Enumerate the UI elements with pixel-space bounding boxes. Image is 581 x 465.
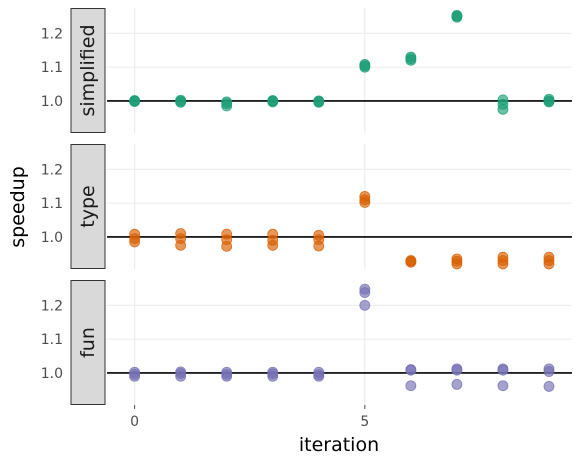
data-point xyxy=(359,60,371,72)
data-point xyxy=(543,381,555,392)
data-point xyxy=(129,95,141,106)
data-point xyxy=(313,240,325,252)
x-tick-label: 5 xyxy=(360,414,369,430)
data-point xyxy=(313,369,325,380)
facet-label: simplified xyxy=(77,24,99,116)
data-point xyxy=(221,368,233,380)
y-tick-label: 1.0 xyxy=(41,366,63,382)
facet-strip xyxy=(70,280,106,405)
facet-label: type xyxy=(77,185,99,227)
data-point xyxy=(175,95,187,107)
panel-type: 1.0 1.1 1.2 type xyxy=(41,144,572,270)
data-point xyxy=(267,95,279,106)
data-point xyxy=(497,98,509,110)
y-tick-label: 1.1 xyxy=(41,60,63,76)
data-point xyxy=(129,368,141,380)
y-tick-label: 1.2 xyxy=(41,162,63,178)
y-axis-title: speedup xyxy=(7,166,29,248)
data-point xyxy=(359,287,371,298)
data-point xyxy=(267,368,279,380)
data-point xyxy=(313,95,325,107)
data-point xyxy=(221,98,233,110)
data-point xyxy=(175,239,187,251)
y-tick-label: 1.1 xyxy=(41,332,63,348)
data-point xyxy=(405,380,417,392)
data-point xyxy=(497,364,509,376)
data-point xyxy=(543,366,555,377)
data-point xyxy=(405,255,417,267)
data-point xyxy=(267,239,279,251)
y-tick-label: 1.0 xyxy=(41,230,63,246)
y-tick-label: 1.2 xyxy=(41,298,63,314)
panel-simplified: 1.0 1.1 1.2 simplified xyxy=(41,8,572,133)
y-tick-label: 1.1 xyxy=(41,196,63,212)
facet-label: fun xyxy=(77,327,99,358)
x-tick-label: 0 xyxy=(130,414,139,430)
data-point xyxy=(175,368,187,379)
facet-strip xyxy=(70,8,106,133)
data-point xyxy=(543,255,555,266)
facet-strip xyxy=(70,144,106,269)
data-point xyxy=(221,240,233,252)
panels-layer: 1.01.11.2 simplified1.01.11.2type1.01.11.… xyxy=(41,8,572,405)
y-tick-label: 1.0 xyxy=(41,94,63,110)
data-point xyxy=(451,10,463,22)
data-point xyxy=(497,380,509,392)
data-point xyxy=(359,197,371,208)
data-point xyxy=(451,378,463,390)
data-point xyxy=(451,255,463,267)
data-point xyxy=(543,95,555,107)
data-point xyxy=(497,255,509,266)
data-point xyxy=(405,364,417,376)
data-point xyxy=(405,53,417,65)
panel-fun: 1.0 1.1 1.2 fun xyxy=(41,280,572,405)
y-tick-label: 1.2 xyxy=(41,26,63,42)
data-point xyxy=(451,364,463,376)
data-point xyxy=(359,299,371,311)
x-axis-title: iteration xyxy=(299,434,379,456)
data-point xyxy=(129,236,141,248)
